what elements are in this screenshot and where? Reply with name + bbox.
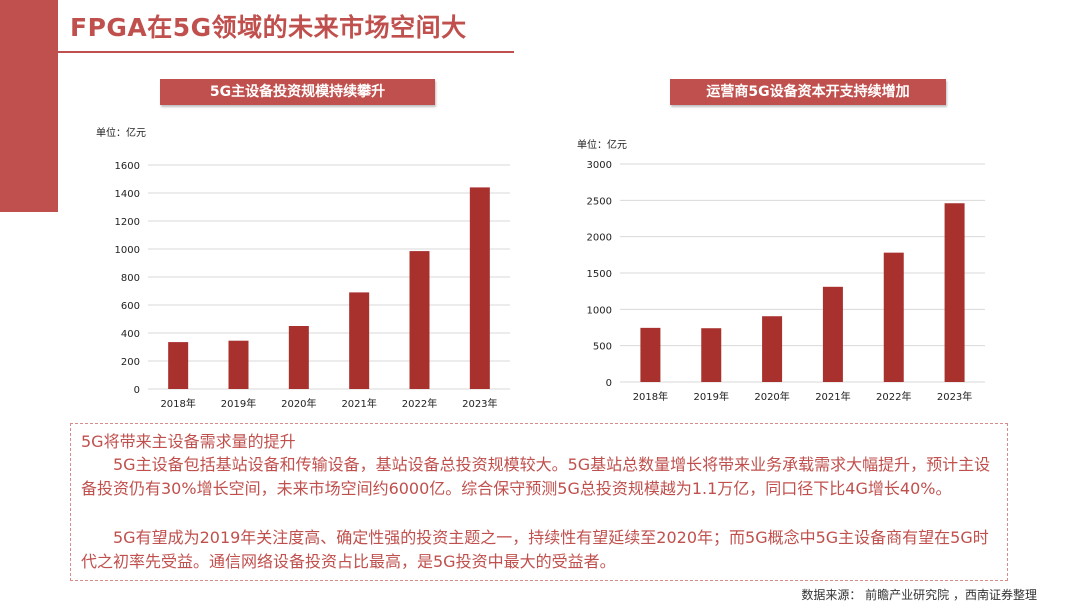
chart2-y-tick-label: 0: [606, 378, 612, 389]
chart1-x-tick-label: 2019年: [221, 397, 256, 410]
chart1-x-tick-label: 2021年: [341, 397, 376, 410]
chart2-y-tick-label: 1500: [587, 269, 612, 280]
chart2-x-tick-label: 2018年: [633, 390, 668, 403]
chart1-bar-2021年: [349, 292, 370, 389]
chart1-x-tick-label: 2018年: [160, 397, 195, 410]
chart2-bar-2022年: [883, 252, 904, 382]
chart1-bar-2018年: [168, 342, 189, 389]
left-accent-bar: [0, 0, 58, 212]
summary-heading: 5G将带来主设备需求量的提升: [81, 432, 296, 451]
chart2-bar-2021年: [822, 286, 843, 382]
chart2-capex-bar-chart: 0 500 1000 1500 2000 2500 3000 2018年 2019年 2020年 2…: [587, 160, 985, 403]
chart1-bar-2019年: [228, 340, 249, 389]
summary-paragraph-1: 5G主设备包括基站设备和传输设备，基站设备总投资规模较大。5G基站总数量增长将带…: [81, 455, 991, 498]
chart2-x-tick-label: 2022年: [876, 390, 911, 403]
chart2-y-tick-label: 500: [593, 342, 612, 353]
chart1-y-tick-label: 0: [134, 385, 140, 396]
chart2-x-tick-label: 2021年: [815, 390, 850, 403]
chart2-y-tick-label: 1000: [587, 305, 612, 316]
chart2-unit-label: 单位：亿元: [577, 140, 627, 151]
chart1-bar-2023年: [469, 187, 490, 389]
chart2-y-tick-label: 3000: [587, 160, 612, 171]
chart2-y-tick-label: 2500: [587, 196, 612, 207]
chart1-unit-label: 单位：亿元: [96, 128, 146, 139]
chart1-y-tick-label: 1000: [115, 245, 140, 256]
chart2-x-tick-label: 2023年: [937, 390, 972, 403]
chart2-bar-2020年: [762, 316, 783, 382]
chart1-y-tick-label: 600: [121, 301, 140, 312]
chart1-y-tick-label: 400: [121, 329, 140, 340]
chart1-y-tick-label: 200: [121, 357, 140, 368]
chart1-title: 5G主设备投资规模持续攀升: [160, 79, 435, 105]
title-underline: [58, 51, 514, 53]
chart1-x-tick-label: 2022年: [402, 397, 437, 410]
chart2-y-tick-label: 2000: [587, 233, 612, 244]
data-source-note: 数据来源： 前瞻产业研究院 ，西南证券整理: [801, 588, 1037, 602]
chart2-x-tick-label: 2020年: [754, 390, 789, 403]
summary-paragraph-2: 5G有望成为2019年关注度高、确定性强的投资主题之一，持续性有望延续至2020…: [81, 528, 989, 571]
chart1-y-tick-label: 1400: [115, 189, 140, 200]
summary-text-box: 5G将带来主设备需求量的提升 5G主设备包括基站设备和传输设备，基站设备总投资规…: [70, 423, 1008, 581]
chart2-bar-2023年: [944, 203, 965, 382]
chart1-x-tick-label: 2023年: [462, 397, 497, 410]
chart1-bar-2022年: [409, 251, 430, 389]
chart1-y-tick-label: 1600: [115, 161, 140, 172]
chart2-bar-2019年: [701, 328, 722, 382]
chart2-x-tick-label: 2019年: [694, 390, 729, 403]
chart1-y-tick-label: 1200: [115, 217, 140, 228]
chart2-bar-2018年: [640, 327, 661, 382]
chart1-bar-2020年: [288, 326, 309, 389]
chart1-investment-bar-chart: 0 200 400 600 800 1000 1200 1400 1600 2018年 2019年 2…: [115, 161, 510, 410]
chart1-y-tick-label: 800: [121, 273, 140, 284]
slide-title: FPGA在5G领域的未来市场空间大: [70, 13, 467, 42]
chart2-title: 运营商5G设备资本开支持续增加: [670, 79, 946, 105]
chart1-x-tick-label: 2020年: [281, 397, 316, 410]
